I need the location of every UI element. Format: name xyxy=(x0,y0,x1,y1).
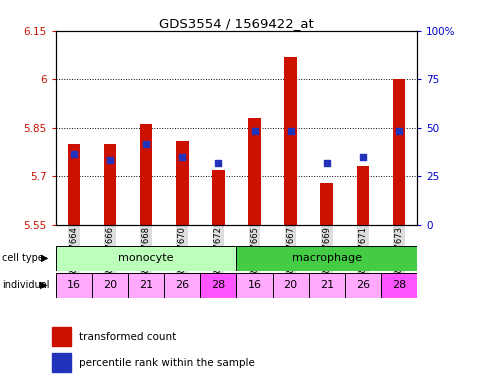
Bar xyxy=(67,144,80,225)
Text: 21: 21 xyxy=(139,280,153,290)
Bar xyxy=(51,327,71,346)
Bar xyxy=(236,246,416,271)
Bar xyxy=(356,167,368,225)
Text: 28: 28 xyxy=(211,280,225,290)
Text: individual: individual xyxy=(2,280,50,290)
Text: ▶: ▶ xyxy=(40,280,47,290)
Text: monocyte: monocyte xyxy=(118,253,173,263)
Bar xyxy=(104,144,116,225)
Point xyxy=(214,160,222,166)
Text: 20: 20 xyxy=(283,280,297,290)
Text: percentile rank within the sample: percentile rank within the sample xyxy=(79,358,255,368)
Bar xyxy=(380,273,416,298)
Bar xyxy=(56,273,92,298)
Bar xyxy=(236,273,272,298)
Text: 20: 20 xyxy=(103,280,117,290)
Bar xyxy=(344,273,380,298)
Point xyxy=(358,154,366,160)
Point xyxy=(250,128,258,134)
Text: cell type: cell type xyxy=(2,253,44,263)
Point xyxy=(70,151,77,157)
Text: ▶: ▶ xyxy=(41,253,48,263)
Bar xyxy=(128,273,164,298)
Text: transformed count: transformed count xyxy=(79,331,176,341)
Text: 26: 26 xyxy=(175,280,189,290)
Bar xyxy=(56,246,236,271)
Text: macrophage: macrophage xyxy=(291,253,361,263)
Bar xyxy=(164,273,200,298)
Bar xyxy=(272,273,308,298)
Text: 16: 16 xyxy=(247,280,261,290)
Point xyxy=(322,160,330,166)
Bar xyxy=(51,353,71,372)
Text: 21: 21 xyxy=(319,280,333,290)
Bar xyxy=(139,124,152,225)
Bar xyxy=(308,273,344,298)
Bar xyxy=(212,170,224,225)
Bar xyxy=(392,79,405,225)
Text: 26: 26 xyxy=(355,280,369,290)
Bar xyxy=(320,183,333,225)
Point xyxy=(394,128,402,134)
Point xyxy=(142,141,150,147)
Point xyxy=(178,154,186,160)
Point xyxy=(286,128,294,134)
Point xyxy=(106,157,114,163)
Bar xyxy=(176,141,188,225)
Bar xyxy=(284,56,296,225)
Text: 28: 28 xyxy=(391,280,405,290)
Bar xyxy=(200,273,236,298)
Text: 16: 16 xyxy=(67,280,81,290)
Title: GDS3554 / 1569422_at: GDS3554 / 1569422_at xyxy=(159,17,313,30)
Bar xyxy=(92,273,128,298)
Bar xyxy=(248,118,260,225)
